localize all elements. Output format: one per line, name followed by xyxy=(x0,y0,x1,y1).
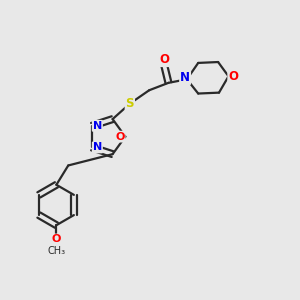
Text: O: O xyxy=(159,53,169,66)
Text: O: O xyxy=(115,132,125,142)
Text: CH₃: CH₃ xyxy=(47,246,65,256)
Text: S: S xyxy=(126,97,134,110)
Text: N: N xyxy=(93,142,102,152)
Text: N: N xyxy=(180,71,190,84)
Text: O: O xyxy=(52,235,61,244)
Text: O: O xyxy=(228,70,238,83)
Text: N: N xyxy=(93,121,102,131)
